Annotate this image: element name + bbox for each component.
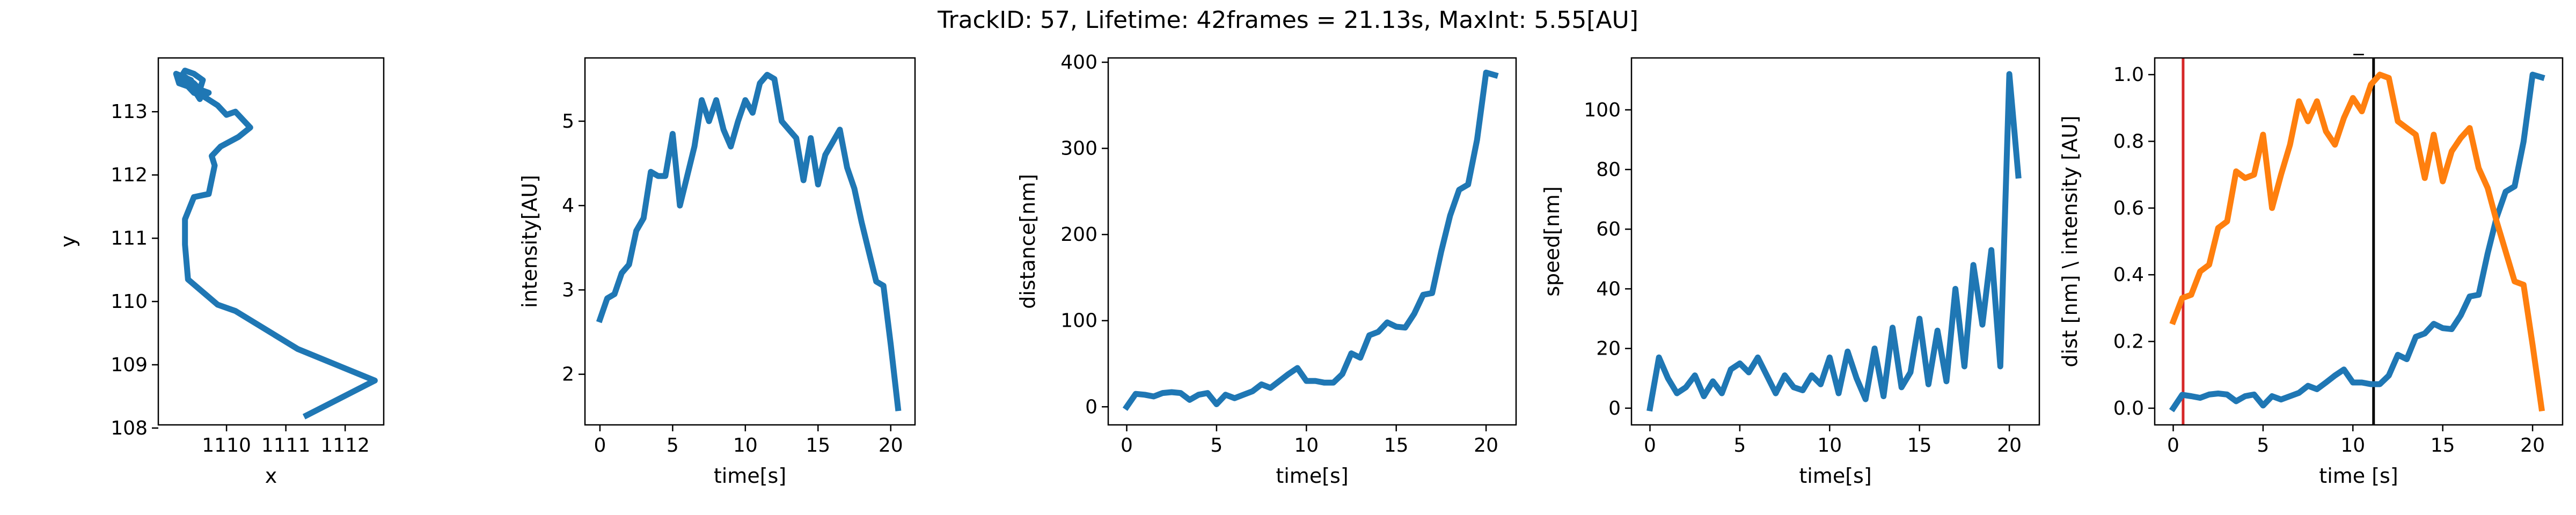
chart-1-ytick-label-4: 111 [111,227,148,249]
chart-1-xtick-label-2: 1111 [261,435,311,457]
chart-2-ytick-label-4: 5 [562,111,574,133]
chart-5-xtick-label-1: 0 [2167,435,2179,457]
chart-1-ytick-label-6: 113 [111,101,148,123]
chart-5-series-1-line [2169,71,2545,413]
chart-5-title: _ [2353,32,2365,55]
chart-5-series-2-line [2169,71,2545,412]
chart-4-xtick-label-2: 5 [1733,435,1746,457]
chart-3-ytick-label-5: 400 [1060,52,1097,73]
chart-1-xtick-label-3: 1112 [320,435,370,457]
chart-1-ytick-label-3: 110 [111,291,148,313]
chart-5-xlabel: time [s] [2319,464,2398,488]
chart-3-xtick-label-4: 15 [1384,435,1409,457]
chart-1-ytick-label-1: 108 [111,417,148,439]
chart-2-ytick-label-3: 4 [562,195,574,217]
chart-2-xtick-label-2: 5 [667,435,679,457]
figure-suptitle: TrackID: 57, Lifetime: 42frames = 21.13s… [937,6,1638,34]
chart-1-xlabel: x [265,464,277,488]
chart-4-ytick-label-1: 0 [1608,398,1621,420]
chart-5-ylabel: dist [nm] \ intensity [AU] [2058,115,2082,367]
chart-4-xtick-label-1: 0 [1644,435,1656,457]
chart-2-ylabel: intensity[AU] [518,175,541,308]
chart-4-ytick-label-4: 60 [1596,218,1621,240]
chart-4-ytick-label-2: 20 [1596,338,1621,360]
chart-1-series-1-line [173,68,378,420]
chart-5-ytick-label-2: 0.2 [2113,331,2144,353]
chart-5-xtick-label-4: 15 [2431,435,2455,457]
chart-4-xtick-label-5: 20 [1997,435,2022,457]
chart-3-ylabel: distance[nm] [1016,174,1040,309]
chart-1-ytick-label-2: 109 [111,354,148,376]
chart-2-ytick-label-1: 2 [562,364,574,386]
chart-4-ytick-label-6: 100 [1584,99,1621,121]
chart-3-xtick-label-1: 0 [1121,435,1133,457]
chart-1-ylabel: y [56,236,80,248]
chart-1-panel: 1110 1111 1112 108 109 110 111 112 113 x y [56,57,385,488]
chart-5-ytick-label-5: 0.8 [2113,130,2144,152]
chart-2-axes-frame [584,57,916,426]
chart-1-xtick-label-1: 1110 [202,435,251,457]
chart-3-ytick-label-2: 100 [1060,310,1097,332]
chart-2-xtick-label-5: 20 [879,435,903,457]
chart-3-series-1-line [1122,69,1499,411]
chart-5-ytick-label-1: 0.0 [2113,398,2144,420]
chart-3-ytick-label-1: 0 [1085,396,1097,418]
chart-2-xtick-label-3: 10 [733,435,758,457]
chart-5-axes-frame [2154,57,2564,426]
chart-4-xtick-label-4: 15 [1907,435,1932,457]
chart-5-xtick-label-5: 20 [2520,435,2545,457]
chart-3-axes-frame [1107,57,1517,426]
chart-5-ytick-label-3: 0.4 [2113,264,2144,286]
chart-5-xtick-label-3: 10 [2340,435,2365,457]
chart-4-axes-frame [1630,57,2040,426]
chart-2-ytick-label-2: 3 [562,279,574,301]
chart-2-panel: 0 5 10 15 20 2 3 4 5 time[s] intensity[AU] [518,57,916,488]
chart-4-panel: 0 5 10 15 20 0 20 40 60 80 100 time[s] speed[nm] [1540,57,2040,488]
chart-3-xlabel: time[s] [1276,464,1348,488]
chart-1-axes-frame [157,57,385,426]
chart-1-ytick-label-5: 112 [111,164,148,186]
chart-4-xtick-label-3: 10 [1817,435,1842,457]
chart-2-xlabel: time[s] [714,464,786,488]
chart-4-xlabel: time[s] [1799,464,1871,488]
chart-4-ylabel: speed[nm] [1540,186,1564,297]
chart-4-ytick-label-5: 80 [1596,159,1621,181]
chart-2-series-1-line [596,71,902,411]
chart-5-panel: 0 5 10 15 20 0.0 0.2 0.4 0.6 0.8 1.0 time [s] dist [… [2058,32,2564,488]
chart-5-ytick-label-6: 1.0 [2113,64,2144,86]
chart-3-xtick-label-5: 20 [1474,435,1498,457]
chart-3-xtick-label-3: 10 [1294,435,1319,457]
chart-2-xtick-label-4: 15 [806,435,830,457]
chart-4-ytick-label-3: 40 [1596,278,1621,300]
chart-2-xtick-label-1: 0 [594,435,606,457]
chart-3-ytick-label-4: 300 [1060,138,1097,160]
chart-5-ytick-label-4: 0.6 [2113,197,2144,219]
chart-5-xtick-label-2: 5 [2257,435,2269,457]
chart-3-xtick-label-2: 5 [1210,435,1223,457]
chart-4-series-1-line [1646,71,2022,412]
chart-3-ytick-label-3: 200 [1060,224,1097,246]
